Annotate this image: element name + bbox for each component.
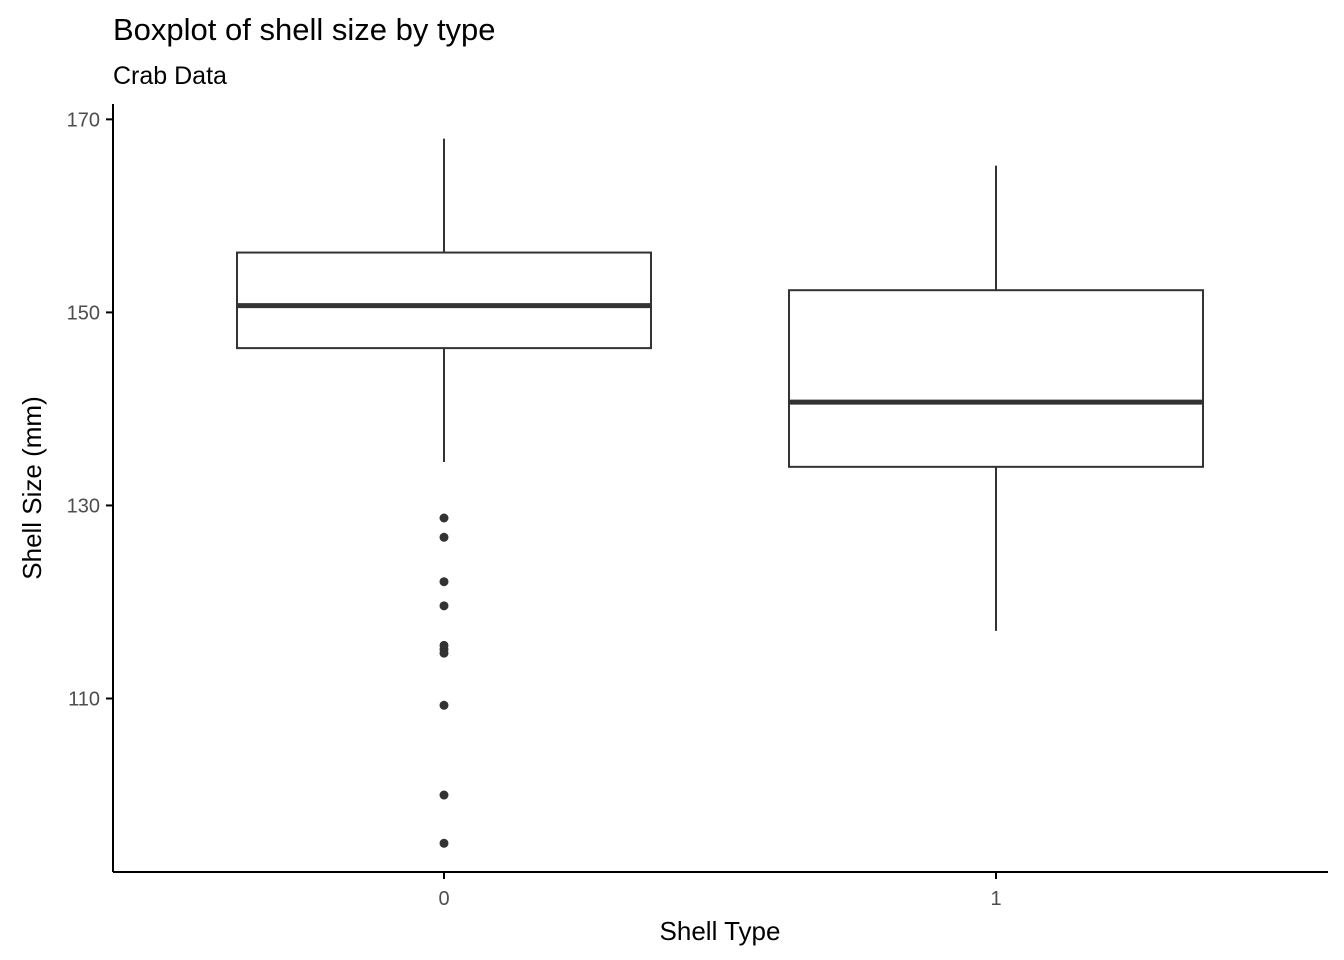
outlier-point [439, 601, 449, 611]
y-tick-label: 170 [67, 109, 100, 131]
box-group-1 [788, 165, 1204, 631]
outlier-point [439, 513, 449, 523]
x-tick-label: 0 [438, 888, 449, 910]
outlier-point [439, 790, 449, 800]
y-tick-label: 150 [67, 302, 100, 324]
chart-subtitle: Crab Data [113, 62, 227, 90]
x-tick-label: 1 [990, 888, 1001, 910]
y-tick-label: 110 [68, 689, 100, 711]
plot-area [236, 138, 1204, 848]
outlier-point [439, 648, 449, 658]
outlier-point [439, 577, 449, 587]
chart-title: Boxplot of shell size by type [113, 12, 496, 47]
iqr-box [236, 251, 652, 350]
y-axis-title: Shell Size (mm) [17, 396, 47, 579]
outlier-point [439, 838, 449, 848]
outlier-point [439, 532, 449, 542]
y-tick-label: 130 [67, 495, 100, 517]
iqr-box [788, 289, 1204, 468]
box-group-0 [236, 138, 652, 848]
outlier-point [439, 700, 449, 710]
y-axis-ticks: 110 130 150 170 [67, 109, 113, 711]
x-axis-title: Shell Type [660, 916, 781, 946]
